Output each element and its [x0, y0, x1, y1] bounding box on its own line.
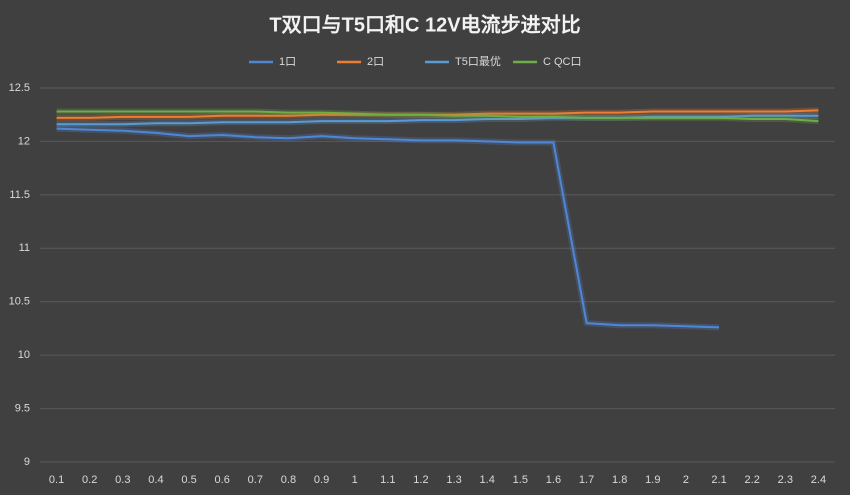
- x-tick-label: 0.9: [314, 474, 329, 486]
- x-tick-label: 2.3: [778, 474, 793, 486]
- x-tick-label: 1.5: [513, 474, 528, 486]
- x-tick-label: 2.4: [811, 474, 826, 486]
- legend-label: 1口: [279, 56, 296, 68]
- x-tick-label: 1.9: [645, 474, 660, 486]
- x-tick-label: 2.2: [745, 474, 760, 486]
- y-tick-label: 11: [19, 242, 30, 254]
- x-tick-label: 0.5: [181, 474, 196, 486]
- y-tick-label: 9: [24, 456, 30, 468]
- x-tick-label: 0.1: [49, 474, 64, 486]
- x-tick-label: 1.7: [579, 474, 594, 486]
- y-tick-label: 10.5: [9, 296, 30, 308]
- series-line: [56, 110, 819, 123]
- series-line: [56, 127, 720, 329]
- x-tick-label: 0.6: [215, 474, 230, 486]
- x-tick-label: 1: [352, 474, 358, 486]
- x-tick-label: 0.4: [148, 474, 163, 486]
- legend-label: C QC口: [543, 56, 582, 68]
- x-tick-label: 0.7: [248, 474, 263, 486]
- legend-label: 2口: [367, 56, 384, 68]
- y-tick-label: 12: [18, 135, 30, 147]
- chart-title: T双口与T5口和C 12V电流步进对比: [269, 12, 580, 36]
- x-tick-label: 1.8: [612, 474, 627, 486]
- y-tick-label: 11.5: [9, 189, 30, 201]
- x-tick-label: 2: [683, 474, 689, 486]
- x-tick-label: 1.2: [413, 474, 428, 486]
- x-tick-label: 1.4: [480, 474, 495, 486]
- y-tick-label: 12.5: [9, 82, 30, 94]
- x-tick-label: 1.3: [446, 474, 461, 486]
- x-tick-label: 1.1: [380, 474, 395, 486]
- x-tick-label: 0.2: [82, 474, 97, 486]
- y-tick-label: 9.5: [15, 402, 30, 414]
- y-tick-label: 10: [18, 349, 30, 361]
- x-tick-label: 0.8: [281, 474, 296, 486]
- legend-label: T5口最优: [455, 55, 501, 68]
- x-tick-label: 2.1: [711, 474, 726, 486]
- x-tick-label: 0.3: [115, 474, 130, 486]
- x-tick-label: 1.6: [546, 474, 561, 486]
